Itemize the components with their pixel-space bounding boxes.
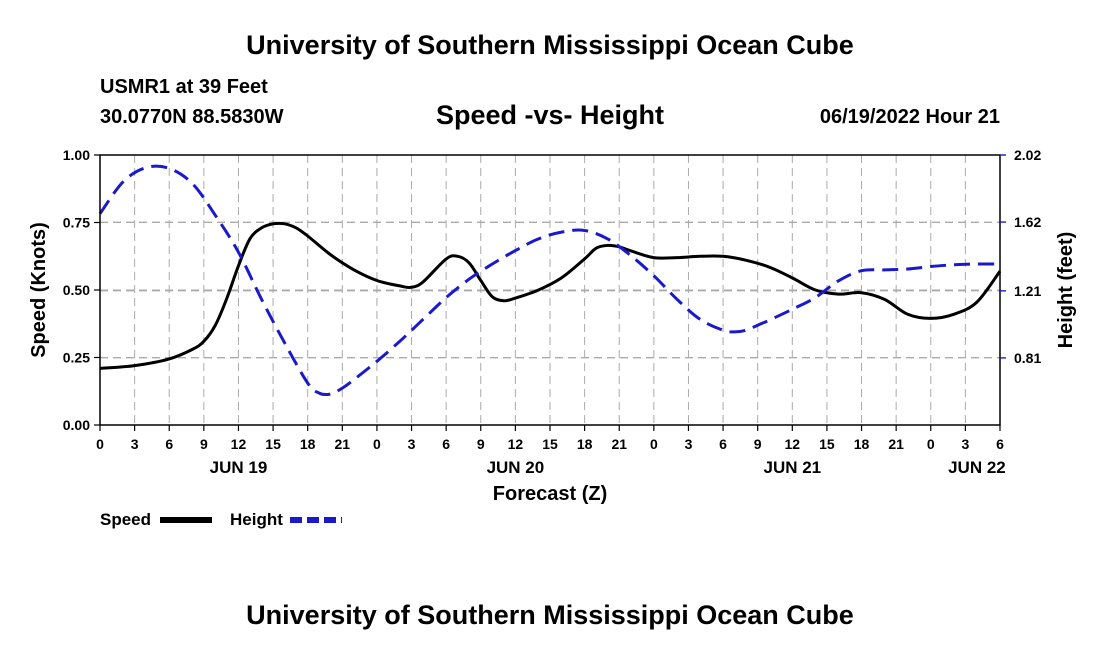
x-tick-label: 15 <box>265 436 281 452</box>
y2-axis-label: Height (feet) <box>1055 232 1077 349</box>
x-tick-label: 3 <box>131 436 139 452</box>
x-tick-label: 21 <box>335 436 351 452</box>
x-tick-label: 0 <box>927 436 935 452</box>
chart-title: Speed -vs- Height <box>435 100 665 130</box>
date-label: JUN 21 <box>763 458 821 477</box>
grid-lines <box>100 154 1000 425</box>
y-tick-label: 0.75 <box>63 215 90 231</box>
x-tick-label: 21 <box>611 436 627 452</box>
series-line-speed <box>99 221 1002 370</box>
x-tick-label: 0 <box>96 436 104 452</box>
x-tick-label: 18 <box>300 436 316 452</box>
x-tick-label: 3 <box>685 436 693 452</box>
x-tick-label: 9 <box>477 436 485 452</box>
x-tick-label: 6 <box>719 436 727 452</box>
y-tick-label: 0.50 <box>63 282 90 298</box>
x-tick-label: 12 <box>785 436 801 452</box>
y2-tick-label: 0.81 <box>1014 350 1041 366</box>
x-axis-label: Forecast (Z) <box>493 483 607 505</box>
x-tick-label: 6 <box>165 436 173 452</box>
legend: Speed Height <box>100 510 342 529</box>
y-tick-label: 1.00 <box>63 147 90 163</box>
footer-title: University of Southern Mississippi Ocean… <box>246 600 854 630</box>
x-tick-label: 12 <box>508 436 524 452</box>
x-tick-label: 9 <box>754 436 762 452</box>
coordinates-label: 30.0770N 88.5830W <box>100 106 284 128</box>
date-label: JUN 19 <box>210 458 268 477</box>
legend-label-speed: Speed <box>100 510 151 529</box>
y-tick-label: 0.00 <box>63 417 90 433</box>
x-tick-label: 3 <box>961 436 969 452</box>
x-tick-label: 18 <box>854 436 870 452</box>
y-tick-label: 0.25 <box>63 350 90 366</box>
x-tick-label: 12 <box>231 436 247 452</box>
series-line-height <box>98 164 1001 397</box>
date-label: JUN 20 <box>487 458 545 477</box>
legend-label-height: Height <box>230 510 283 529</box>
y2-tick-label: 1.62 <box>1014 214 1041 230</box>
x-tick-label: 0 <box>650 436 658 452</box>
x-tick-label: 6 <box>996 436 1004 452</box>
x-tick-label: 15 <box>542 436 558 452</box>
datetime-label: 06/19/2022 Hour 21 <box>819 106 1000 128</box>
x-tick-label: 9 <box>200 436 208 452</box>
x-tick-label: 18 <box>577 436 593 452</box>
axes: 0 3 6 9 12 15 18 21 0 3 6 9 12 15 18 21 0 3 6 9 12 15 18 21 0 3 6 J… <box>63 147 1042 477</box>
main-title: University of Southern Mississippi Ocean… <box>246 30 854 60</box>
y2-tick-label: 1.21 <box>1014 283 1041 299</box>
y-axis-label: Speed (Knots) <box>28 222 50 358</box>
y2-tick-label: 2.02 <box>1014 147 1041 163</box>
x-tick-label: 3 <box>408 436 416 452</box>
x-tick-label: 0 <box>373 436 381 452</box>
x-tick-label: 6 <box>442 436 450 452</box>
series-lines <box>98 164 1002 397</box>
date-label: JUN 22 <box>948 458 1006 477</box>
station-label: USMR1 at 39 Feet <box>100 76 268 98</box>
x-tick-label: 15 <box>819 436 835 452</box>
x-tick-label: 21 <box>888 436 904 452</box>
